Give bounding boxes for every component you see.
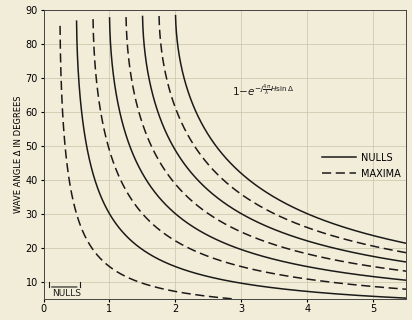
Text: NULLS: NULLS	[52, 289, 81, 298]
Y-axis label: WAVE ANGLE Δ IN DEGREES: WAVE ANGLE Δ IN DEGREES	[14, 95, 23, 213]
Text: $1\!-\!e^{-j\frac{4\pi}{\lambda}H\sin\Delta}$: $1\!-\!e^{-j\frac{4\pi}{\lambda}H\sin\De…	[232, 83, 294, 98]
Legend: NULLS, MAXIMA: NULLS, MAXIMA	[321, 152, 402, 180]
